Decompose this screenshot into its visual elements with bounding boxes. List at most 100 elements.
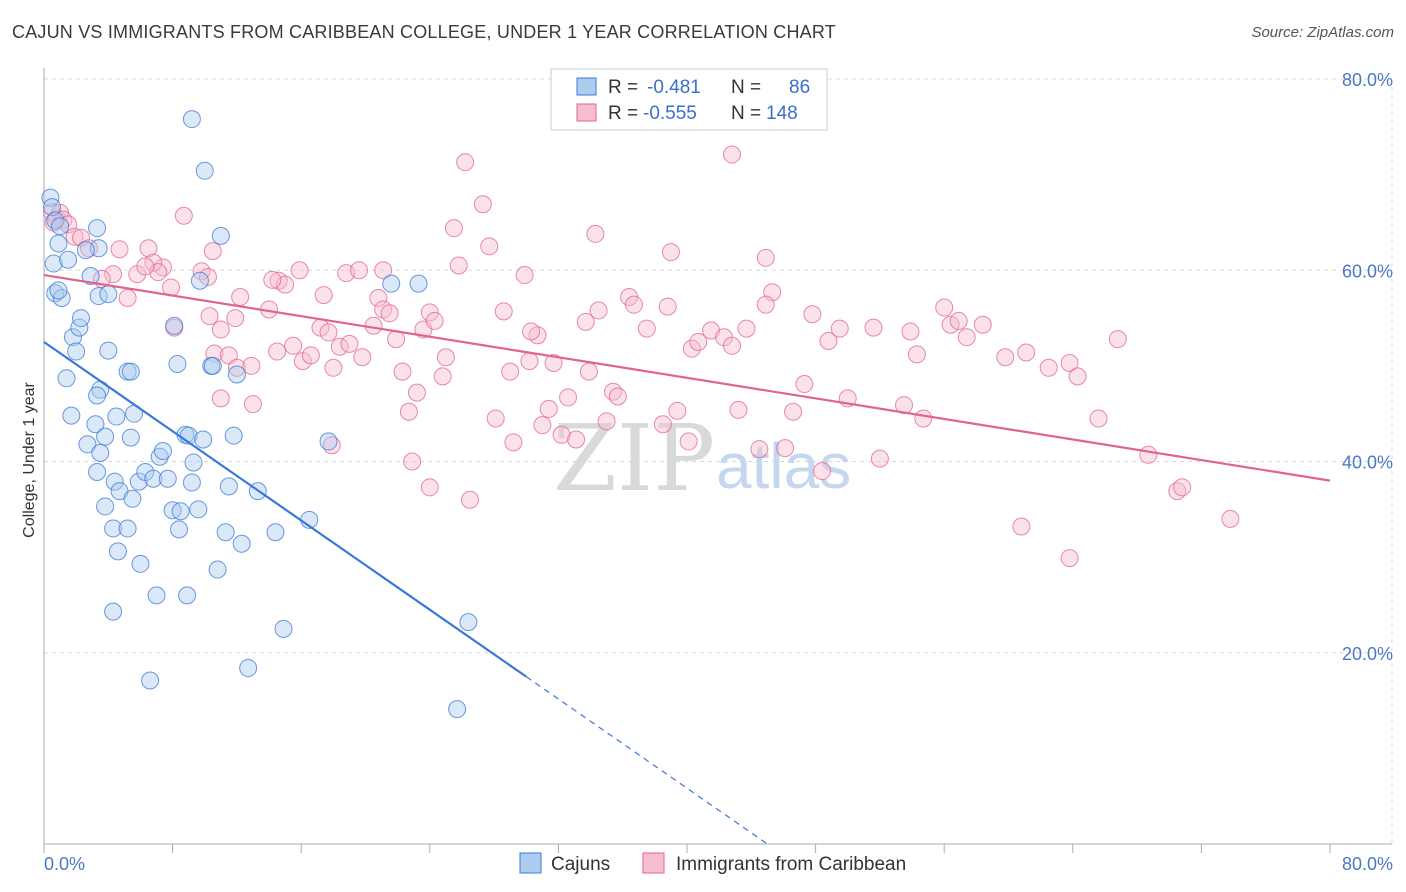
point-immigrants [460,490,479,509]
point-cajuns [239,659,258,678]
point-immigrants [784,402,803,421]
point-cajuns [168,354,187,373]
point-immigrants [374,261,393,280]
legend-swatch-cajuns [576,77,597,96]
point-immigrants [104,265,123,284]
point-immigrants [539,399,558,418]
point-immigrants [1173,478,1192,497]
point-immigrants [242,356,261,375]
point-immigrants [576,312,595,331]
point-immigrants [268,342,287,361]
point-immigrants [501,362,520,381]
point-immigrants [559,388,578,407]
point-immigrants [795,375,814,394]
point-immigrants [319,323,338,342]
point-cajuns [266,523,285,542]
point-immigrants [604,382,623,401]
point-immigrants [1221,509,1240,528]
point-cajuns [227,365,246,384]
point-cajuns [189,500,208,519]
point-immigrants [118,288,137,307]
point-immigrants [624,295,643,314]
point-cajuns [49,234,68,253]
series-cajuns-points [41,110,478,719]
point-immigrants [203,242,222,261]
point-immigrants [301,346,320,365]
point-immigrants [380,304,399,323]
point-cajuns [46,211,65,230]
point-immigrants [750,440,769,459]
trend-lines [43,273,1331,845]
point-immigrants [263,270,282,289]
point-immigrants [661,243,680,262]
point-immigrants [1060,549,1079,568]
trend-line-cajuns-extension [525,676,768,845]
point-cajuns [211,226,230,245]
point-cajuns [121,428,140,447]
point-cajuns [107,407,126,426]
point-immigrants [231,288,250,307]
y-tick-label: 60.0% [1342,261,1393,281]
point-immigrants [870,449,889,468]
point-immigrants [914,409,933,428]
point-immigrants [567,430,586,449]
legend-r-label: R = [608,103,638,124]
point-cajuns [96,497,115,516]
bottom-legend-immigrants: Immigrants from Caribbean [676,854,906,875]
point-cajuns [108,542,127,561]
point-cajuns [49,281,68,300]
point-immigrants [729,400,748,419]
point-immigrants [290,261,309,280]
point-immigrants [350,261,369,280]
point-immigrants [200,307,219,326]
point-immigrants [1060,354,1079,373]
point-immigrants [433,367,452,386]
point-immigrants [139,239,158,258]
point-cajuns [88,219,107,238]
point-immigrants [608,387,627,406]
point-cajuns [153,441,172,460]
point-immigrants [515,266,534,285]
point-immigrants [1068,367,1087,386]
point-immigrants [407,383,426,402]
point-cajuns [319,432,338,451]
point-immigrants [723,145,742,164]
legend-r-label: R = [608,77,638,98]
point-immigrants [957,328,976,347]
point-immigrants [586,224,605,243]
point-cajuns [182,473,201,492]
point-cajuns [232,534,251,553]
point-immigrants [473,195,492,214]
watermark: ZIP atlas [553,405,851,512]
point-immigrants [803,305,822,324]
legend-n-value-cajuns: 86 [789,77,810,98]
point-cajuns [208,560,227,579]
point-cajuns [59,250,78,269]
point-immigrants [480,237,499,256]
point-immigrants [756,295,775,314]
point-cajuns [459,613,478,632]
point-immigrants [504,433,523,452]
point-cajuns [158,469,177,488]
point-immigrants [369,288,388,307]
point-immigrants [1139,445,1158,464]
point-immigrants [324,358,343,377]
point-immigrants [544,354,563,373]
point-immigrants [486,409,505,428]
point-cajuns [131,554,150,573]
point-cajuns [382,274,401,293]
point-immigrants [653,415,672,434]
point-cajuns [150,447,169,466]
point-cajuns [144,469,163,488]
point-immigrants [211,320,230,339]
point-immigrants [637,319,656,338]
point-immigrants [668,401,687,420]
point-immigrants [456,153,475,172]
chart-title: CAJUN VS IMMIGRANTS FROM CARIBBEAN COLLE… [12,22,836,42]
point-immigrants [393,362,412,381]
point-immigrants [353,348,372,367]
point-cajuns [41,188,60,207]
point-immigrants [494,302,513,321]
point-cajuns [43,198,62,217]
